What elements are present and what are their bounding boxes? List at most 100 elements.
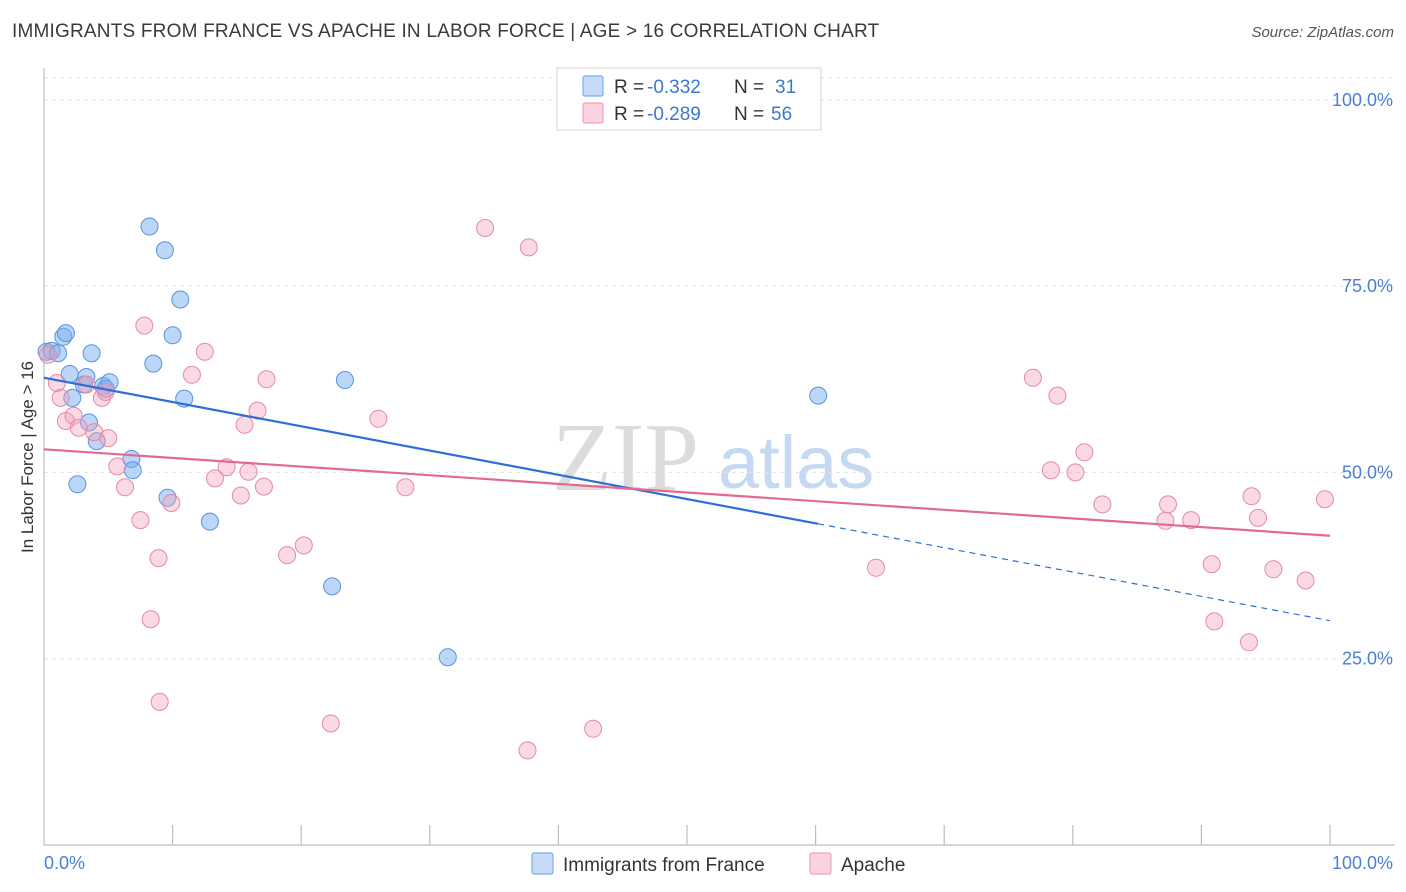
apache-point: [1202, 555, 1221, 574]
apache-point: [278, 546, 297, 565]
stats-n-value-2: 56: [771, 104, 792, 125]
y-tick-label: 25.0%: [1342, 649, 1393, 669]
apache-point: [1041, 461, 1060, 480]
stats-n-label-1: N =: [734, 77, 764, 98]
france-point: [171, 290, 190, 309]
stats-n-value-1: 31: [775, 77, 796, 98]
apache-point: [1075, 443, 1094, 462]
y-axis-label: In Labor Force | Age > 16: [18, 361, 37, 553]
apache-point: [231, 486, 250, 505]
france-point: [163, 326, 182, 345]
legend-france-label: Immigrants from France: [563, 855, 765, 876]
france-point: [123, 461, 142, 480]
france-trend-extension: [818, 523, 1331, 622]
apache-point: [96, 382, 115, 401]
y-tick-label: 50.0%: [1342, 462, 1393, 482]
apache-point: [195, 342, 214, 361]
apache-point: [1156, 511, 1175, 530]
tick-labels: 25.0% 50.0% 75.0% 100.0% 0.0% 100.0%: [44, 90, 1393, 873]
apache-point: [162, 494, 181, 512]
france-point: [323, 577, 342, 596]
stats-n-label-2: N =: [734, 104, 764, 125]
apache-point: [369, 409, 388, 428]
apache-point: [135, 316, 154, 335]
legend-apache-label: Apache: [841, 855, 905, 876]
apache-point: [1242, 487, 1261, 506]
apache-point: [239, 462, 258, 481]
gridlines: [44, 77, 1395, 660]
france-point: [155, 241, 174, 260]
france-trend-line: [43, 376, 819, 525]
france-point: [140, 217, 159, 236]
y-tick-label: 75.0%: [1342, 276, 1393, 296]
stats-legend: R = -0.332 N = 31 R = -0.289 N = 56: [556, 67, 822, 131]
apache-point: [69, 418, 88, 437]
france-point: [200, 512, 219, 531]
x-tick-label: 0.0%: [44, 853, 85, 873]
apache-point: [1296, 571, 1315, 590]
legend-france-swatch: [531, 852, 554, 875]
apache-point: [1093, 495, 1112, 514]
axes: [43, 68, 1395, 846]
apache-point: [519, 238, 538, 257]
france-point: [82, 344, 101, 363]
apache-point: [131, 511, 150, 530]
apache-point: [1159, 495, 1177, 514]
apache-point: [51, 388, 70, 407]
apache-point: [182, 365, 201, 384]
france-point: [809, 386, 828, 405]
apache-point: [1066, 463, 1085, 482]
apache-point: [64, 406, 83, 425]
series-legend: Immigrants from France Apache: [531, 852, 905, 876]
apache-point: [99, 429, 118, 448]
france-point: [335, 371, 354, 389]
stats-r-value-2: -0.289: [647, 104, 701, 125]
y-tick-label: 100.0%: [1332, 90, 1393, 110]
apache-point: [1023, 368, 1042, 387]
apache-point: [584, 719, 603, 738]
apache-point: [476, 219, 495, 237]
apache-point: [321, 714, 340, 733]
apache-point: [294, 536, 313, 555]
france-point: [56, 324, 75, 343]
apache-point: [206, 469, 224, 488]
chart-title: IMMIGRANTS FROM FRANCE VS APACHE IN LABO…: [12, 21, 880, 42]
france-point: [144, 354, 163, 373]
apache-point: [108, 457, 127, 476]
apache-point: [1315, 490, 1334, 509]
apache-point: [1048, 386, 1067, 405]
stats-r-value-1: -0.332: [647, 77, 701, 98]
apache-point: [1249, 508, 1267, 527]
apache-point: [254, 477, 273, 496]
apache-point: [47, 374, 66, 392]
watermark-zip: ZIP: [552, 404, 699, 512]
apache-point: [1205, 612, 1224, 631]
apache-point: [149, 549, 168, 568]
stats-r-label-2: R =: [614, 104, 644, 125]
apache-point: [235, 415, 254, 434]
apache-point: [38, 345, 57, 364]
stats-r-label-1: R =: [614, 77, 644, 98]
france-point: [80, 413, 98, 432]
source-credit: Source: ZipAtlas.com: [1251, 24, 1394, 41]
apache-point: [518, 741, 537, 760]
apache-trend-line: [43, 448, 1331, 537]
trend-lines: [43, 376, 1331, 622]
france-point: [68, 475, 87, 494]
watermark-atlas: atlas: [718, 421, 874, 504]
apache-point: [1240, 633, 1258, 652]
data-points: [37, 217, 1334, 760]
legend-apache-swatch: [809, 852, 832, 875]
x-tick-label: 100.0%: [1332, 853, 1393, 873]
apache-point: [150, 692, 169, 711]
apache-point: [396, 478, 415, 497]
apache-swatch: [582, 102, 604, 124]
apache-point: [1264, 560, 1283, 579]
apache-point: [1182, 511, 1201, 530]
apache-point: [867, 558, 885, 577]
france-point: [438, 648, 457, 667]
france-swatch: [582, 75, 604, 97]
apache-point: [116, 478, 134, 497]
apache-point: [141, 610, 160, 629]
